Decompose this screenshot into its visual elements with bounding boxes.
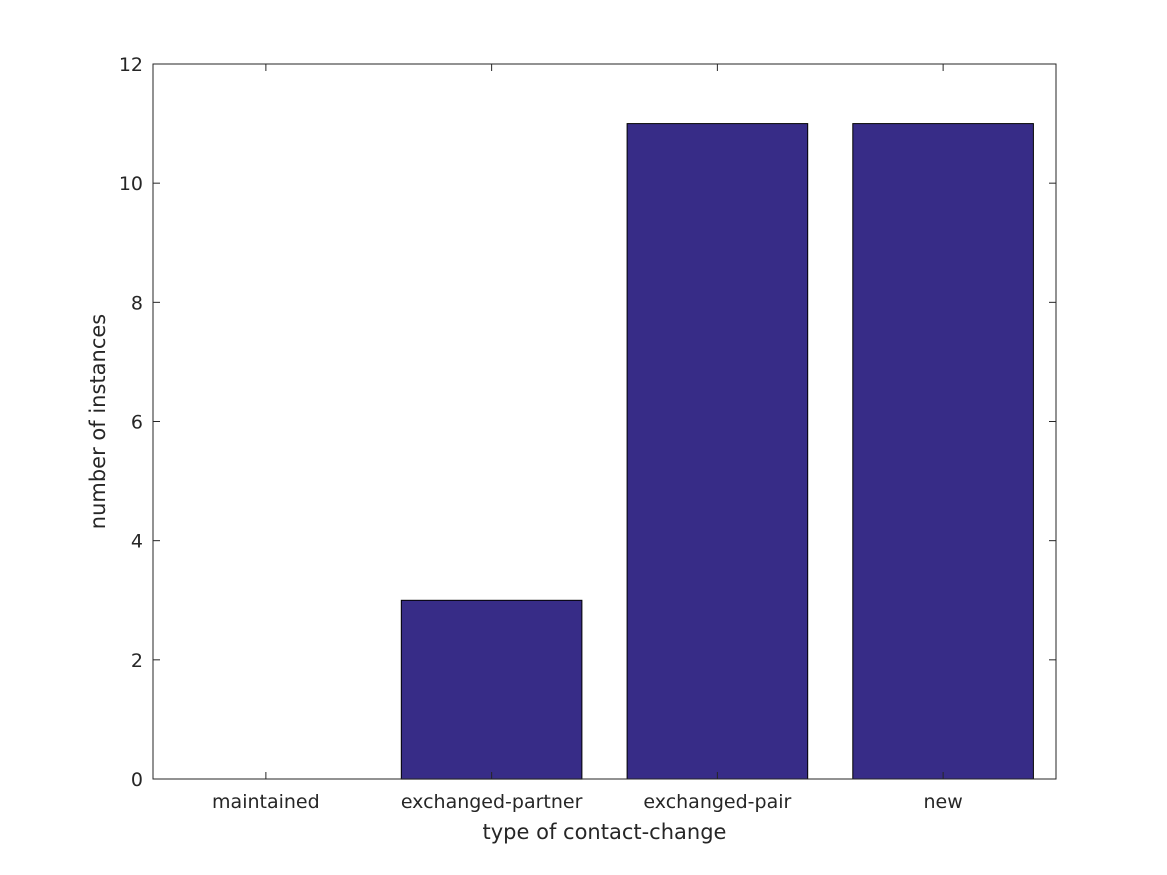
x-tick-label: new — [923, 791, 962, 813]
x-tick-label: maintained — [212, 791, 320, 813]
x-tick-label: exchanged-partner — [401, 791, 583, 813]
x-tick-label: exchanged-pair — [643, 791, 791, 813]
y-tick-label: 2 — [131, 650, 143, 672]
bar-exchanged-partner — [400, 599, 583, 780]
y-tick-label: 4 — [131, 531, 143, 553]
y-tick-label: 8 — [131, 292, 143, 314]
y-tick-label: 6 — [131, 412, 143, 434]
y-tick-label: 12 — [119, 54, 143, 76]
y-tick-label: 0 — [131, 769, 143, 791]
bar-new — [852, 123, 1034, 780]
bar-exchanged-pair — [626, 123, 809, 780]
y-tick-label: 10 — [119, 173, 143, 195]
x-axis-label: type of contact-change — [483, 820, 727, 844]
y-axis-label: number of instances — [86, 314, 110, 529]
